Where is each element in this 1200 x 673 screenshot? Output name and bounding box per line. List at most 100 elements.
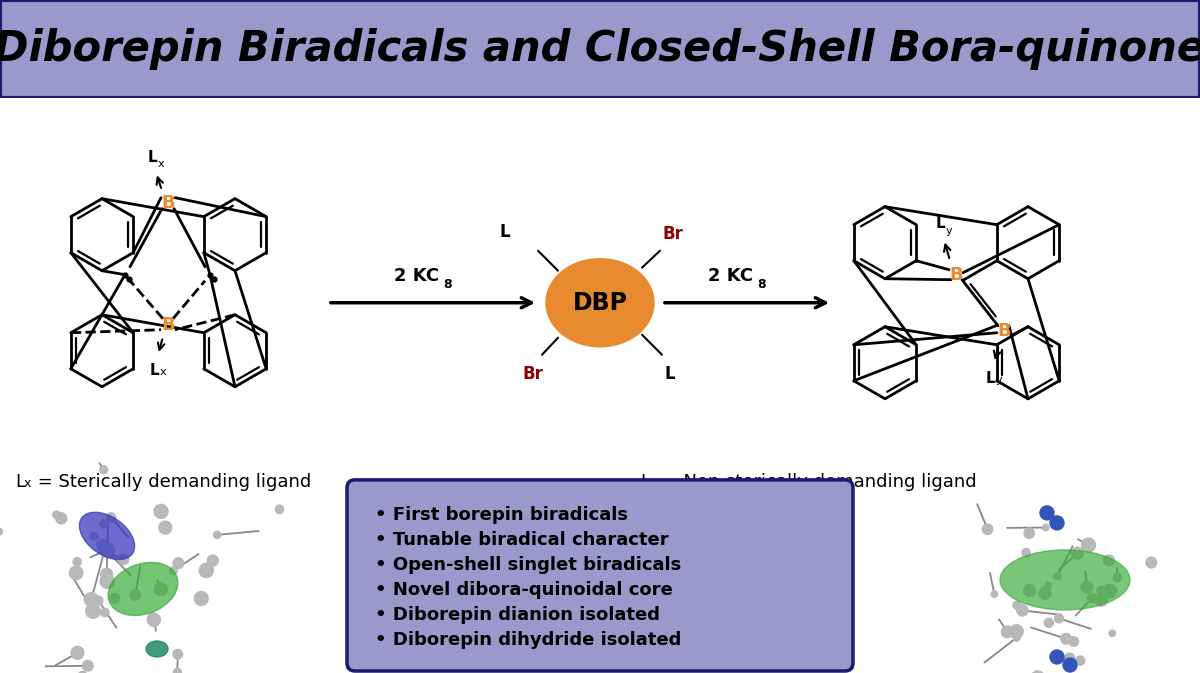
Circle shape — [84, 592, 98, 606]
Text: Diborepin Biradicals and Closed-Shell Bora-quinone: Diborepin Biradicals and Closed-Shell Bo… — [0, 28, 1200, 70]
Text: Br: Br — [522, 365, 542, 383]
Circle shape — [100, 574, 114, 588]
Circle shape — [109, 594, 119, 603]
Circle shape — [154, 504, 168, 518]
Circle shape — [1069, 637, 1079, 646]
Circle shape — [1081, 538, 1096, 552]
Circle shape — [73, 558, 82, 566]
Ellipse shape — [146, 641, 168, 657]
Text: 2 KC: 2 KC — [395, 267, 439, 285]
Circle shape — [1039, 588, 1051, 599]
Circle shape — [70, 566, 83, 579]
Circle shape — [53, 511, 60, 519]
Text: 8: 8 — [757, 278, 767, 291]
Circle shape — [83, 660, 94, 671]
Circle shape — [1114, 573, 1122, 582]
Circle shape — [148, 613, 161, 626]
Text: L: L — [640, 473, 650, 491]
Circle shape — [1063, 658, 1078, 672]
Circle shape — [1087, 594, 1097, 603]
Circle shape — [169, 567, 178, 575]
Circle shape — [1045, 582, 1051, 589]
Circle shape — [1109, 630, 1116, 637]
Circle shape — [1043, 524, 1049, 531]
Circle shape — [1054, 573, 1061, 579]
Circle shape — [96, 540, 103, 548]
Text: x: x — [157, 159, 164, 169]
Text: B: B — [997, 322, 1010, 340]
Text: = Sterically demanding ligand: = Sterically demanding ligand — [32, 473, 311, 491]
Text: • Diborepin dihydride isolated: • Diborepin dihydride isolated — [374, 631, 682, 649]
Circle shape — [78, 672, 88, 673]
FancyBboxPatch shape — [347, 480, 853, 671]
Circle shape — [97, 540, 108, 551]
Text: L: L — [665, 365, 676, 383]
Circle shape — [100, 466, 108, 474]
Text: y: y — [649, 477, 656, 490]
Circle shape — [1022, 548, 1031, 557]
Circle shape — [1013, 601, 1021, 609]
Circle shape — [1097, 586, 1106, 595]
Circle shape — [208, 555, 218, 566]
Circle shape — [1072, 547, 1084, 559]
Circle shape — [1024, 584, 1036, 596]
Ellipse shape — [79, 512, 134, 559]
Circle shape — [1009, 625, 1024, 638]
Text: • Diborepin dianion isolated: • Diborepin dianion isolated — [374, 606, 660, 624]
Circle shape — [119, 555, 128, 565]
Text: L: L — [499, 223, 510, 241]
Circle shape — [85, 604, 100, 618]
Circle shape — [101, 543, 114, 557]
Circle shape — [1103, 584, 1116, 598]
Ellipse shape — [108, 563, 178, 616]
Circle shape — [1040, 506, 1054, 520]
Text: y: y — [946, 225, 953, 236]
Ellipse shape — [546, 258, 654, 347]
Text: • Novel dibora-quinoidal core: • Novel dibora-quinoidal core — [374, 581, 673, 599]
Text: • Tunable biradical character: • Tunable biradical character — [374, 531, 668, 549]
Circle shape — [101, 608, 109, 616]
Circle shape — [94, 596, 103, 605]
Circle shape — [983, 524, 992, 534]
Circle shape — [173, 668, 181, 673]
Circle shape — [1044, 618, 1054, 627]
Circle shape — [1050, 650, 1064, 664]
Circle shape — [90, 532, 97, 540]
Circle shape — [1061, 633, 1072, 644]
Text: 2 KC: 2 KC — [708, 267, 754, 285]
Text: • Open-shell singlet biradicals: • Open-shell singlet biradicals — [374, 556, 682, 574]
Circle shape — [0, 528, 2, 535]
Text: = Non-sterically demanding ligand: = Non-sterically demanding ligand — [658, 473, 977, 491]
Text: B: B — [161, 316, 175, 334]
Text: Br: Br — [662, 225, 684, 243]
Text: B: B — [949, 266, 962, 284]
Circle shape — [199, 563, 214, 577]
Text: DBP: DBP — [572, 291, 628, 315]
Circle shape — [1146, 557, 1157, 568]
Circle shape — [275, 505, 283, 513]
Circle shape — [101, 568, 113, 580]
Circle shape — [1016, 605, 1028, 616]
Text: x: x — [24, 477, 31, 490]
Circle shape — [1096, 594, 1108, 606]
Circle shape — [71, 646, 84, 659]
Text: L: L — [14, 473, 25, 491]
Ellipse shape — [1000, 550, 1130, 610]
Text: y: y — [996, 375, 1002, 385]
Circle shape — [100, 520, 108, 528]
Text: x: x — [160, 367, 167, 377]
Circle shape — [1104, 555, 1115, 566]
Circle shape — [55, 513, 67, 524]
Text: • First borepin biradicals: • First borepin biradicals — [374, 506, 628, 524]
Circle shape — [1050, 516, 1064, 530]
Circle shape — [1055, 614, 1063, 623]
Circle shape — [1031, 671, 1044, 673]
Circle shape — [1024, 528, 1034, 538]
Circle shape — [173, 558, 184, 569]
Circle shape — [1013, 634, 1020, 641]
Circle shape — [107, 513, 115, 522]
Text: L: L — [149, 363, 158, 378]
Circle shape — [991, 591, 997, 597]
Text: 8: 8 — [444, 278, 452, 291]
Text: L: L — [985, 371, 995, 386]
